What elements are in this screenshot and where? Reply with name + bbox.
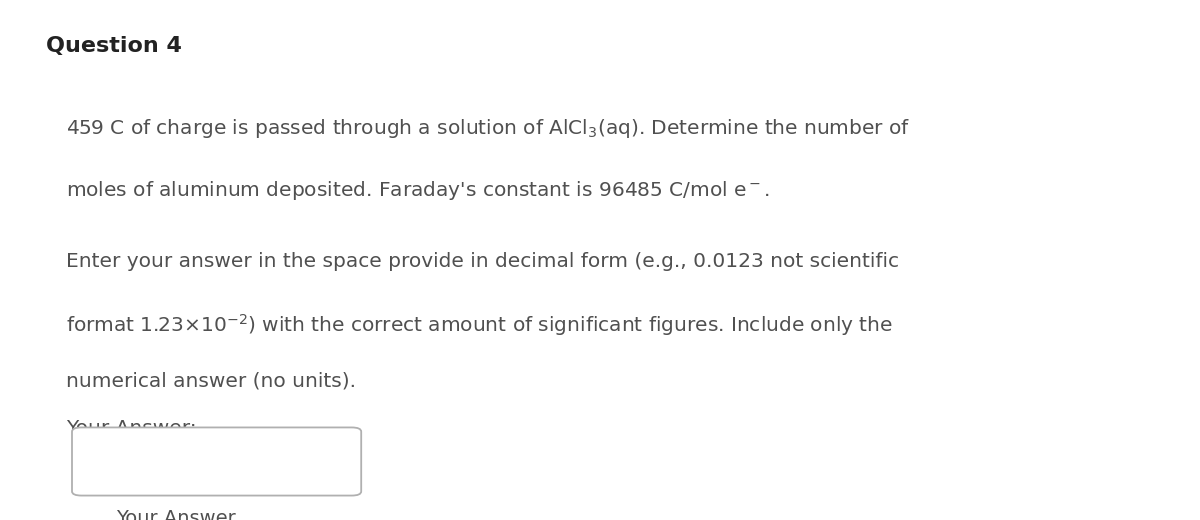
Text: numerical answer (no units).: numerical answer (no units).	[66, 372, 356, 391]
Text: Your Answer: Your Answer	[116, 509, 236, 520]
Text: 459 C of charge is passed through a solution of AlCl$_3$(aq). Determine the numb: 459 C of charge is passed through a solu…	[66, 117, 910, 140]
Text: Question 4: Question 4	[46, 36, 181, 56]
Text: format 1.23$\times$10$^{-2}$) with the correct amount of significant figures. In: format 1.23$\times$10$^{-2}$) with the c…	[66, 312, 893, 338]
Text: Enter your answer in the space provide in decimal form (e.g., 0.0123 not scienti: Enter your answer in the space provide i…	[66, 252, 899, 271]
Text: moles of aluminum deposited. Faraday's constant is 96485 C/mol e$^-$.: moles of aluminum deposited. Faraday's c…	[66, 179, 770, 202]
Text: Your Answer:: Your Answer:	[66, 419, 197, 438]
